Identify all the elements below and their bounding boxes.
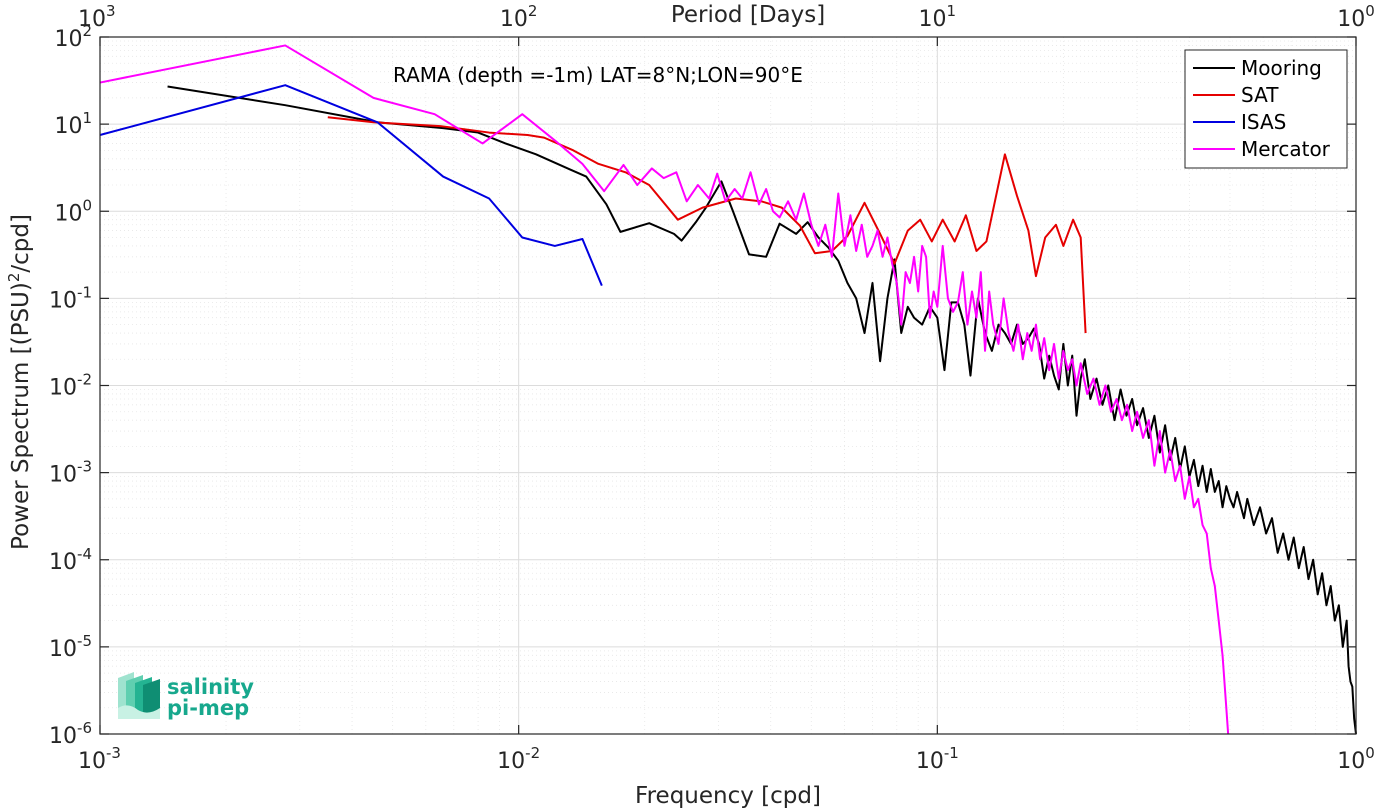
y-tick-label-exponent: -1 bbox=[77, 283, 92, 301]
y-tick-label-base: 10 bbox=[49, 637, 77, 662]
x-tick-label-exponent: 0 bbox=[1365, 744, 1375, 762]
series-layer bbox=[99, 44, 1357, 735]
series-line-mercator bbox=[99, 44, 1230, 735]
x-tick-label-exponent: -3 bbox=[106, 744, 121, 762]
x-tick-label-base: 10 bbox=[78, 749, 106, 774]
y-tick-label: 10-1 bbox=[49, 283, 92, 313]
annotation: RAMA (depth =-1m) LAT=8°N;LON=90°E bbox=[393, 63, 803, 87]
x-tick-label-exponent: -1 bbox=[944, 744, 959, 762]
y-tick-label-base: 10 bbox=[49, 376, 77, 401]
x-axis-title: Frequency [cpd] bbox=[635, 783, 821, 809]
top-x-axis-title: Period [Days] bbox=[671, 2, 825, 28]
top-x-tick-label-exponent: 1 bbox=[947, 2, 957, 20]
y-tick-label-base: 10 bbox=[49, 288, 77, 313]
logo-line-2: pi-mep bbox=[167, 696, 249, 720]
legend-label-isas: ISAS bbox=[1241, 110, 1286, 134]
logo-mark bbox=[118, 672, 160, 719]
x-tick-label: 10-3 bbox=[78, 744, 121, 774]
y-tick-label: 10-2 bbox=[49, 371, 92, 401]
x-tick-label: 10-2 bbox=[497, 744, 540, 774]
legend-label-mercator: Mercator bbox=[1241, 137, 1331, 161]
top-x-tick-label-base: 10 bbox=[1337, 7, 1365, 32]
top-x-tick-label: 100 bbox=[1337, 2, 1375, 32]
legend-label-sat: SAT bbox=[1241, 83, 1279, 107]
y-tick-label: 10-5 bbox=[49, 632, 92, 662]
y-tick-label-base: 10 bbox=[49, 724, 77, 749]
top-x-tick-label-exponent: 3 bbox=[106, 2, 116, 20]
y-tick-label-base: 10 bbox=[49, 550, 77, 575]
y-tick-label: 102 bbox=[54, 22, 92, 52]
y-tick-label-exponent: 0 bbox=[82, 196, 92, 214]
series-line-isas bbox=[99, 84, 603, 287]
series-line-sat bbox=[327, 116, 1087, 334]
top-x-tick-label-base: 10 bbox=[78, 7, 106, 32]
logo-line-1: salinity bbox=[167, 675, 254, 699]
x-tick-label: 100 bbox=[1337, 744, 1375, 774]
y-tick-label: 10-6 bbox=[49, 719, 92, 749]
y-axis-title-exponent: 2 bbox=[5, 273, 23, 283]
top-x-tick-label-base: 10 bbox=[500, 7, 528, 32]
top-x-tick-label: 103 bbox=[78, 2, 116, 32]
y-tick-label-exponent: -6 bbox=[77, 719, 92, 737]
y-tick-label: 100 bbox=[54, 196, 92, 226]
y-tick-label: 101 bbox=[54, 109, 92, 139]
y-tick-label: 10-4 bbox=[49, 545, 92, 575]
top-x-tick-label: 102 bbox=[500, 2, 538, 32]
y-axis-title-main: Power Spectrum [(PSU) bbox=[8, 282, 34, 550]
x-tick-label-exponent: -2 bbox=[525, 744, 540, 762]
x-tick-label-base: 10 bbox=[916, 749, 944, 774]
legend-label-mooring: Mooring bbox=[1241, 56, 1322, 80]
grid bbox=[99, 37, 1356, 735]
series-line-mooring bbox=[167, 85, 1357, 735]
y-tick-label-base: 10 bbox=[54, 201, 82, 226]
x-tick-label: 10-1 bbox=[916, 744, 959, 774]
y-tick-label-base: 10 bbox=[54, 27, 82, 52]
x-tick-label-base: 10 bbox=[497, 749, 525, 774]
y-tick-label-exponent: -4 bbox=[77, 545, 92, 563]
top-x-tick-label-base: 10 bbox=[919, 7, 947, 32]
y-tick-label-exponent: -5 bbox=[77, 632, 92, 650]
y-tick-label: 10-3 bbox=[49, 458, 92, 488]
x-tick-label-base: 10 bbox=[1337, 749, 1365, 774]
top-x-tick-label-exponent: 0 bbox=[1365, 2, 1375, 20]
y-tick-label-exponent: 1 bbox=[82, 109, 92, 127]
top-x-tick-label-exponent: 2 bbox=[528, 2, 538, 20]
ticks bbox=[99, 36, 1357, 735]
y-tick-label-exponent: -2 bbox=[77, 371, 92, 389]
top-x-tick-label: 101 bbox=[919, 2, 957, 32]
y-tick-label-exponent: 2 bbox=[82, 22, 92, 40]
salinity-pi-mep-logo: salinity pi-mep bbox=[118, 672, 254, 720]
legend: Mooring SAT ISAS Mercator bbox=[1184, 49, 1348, 169]
y-tick-label-exponent: -3 bbox=[77, 458, 92, 476]
y-tick-label-base: 10 bbox=[49, 463, 77, 488]
y-axis-title-suffix: /cpd] bbox=[8, 214, 34, 273]
y-tick-label-base: 10 bbox=[54, 114, 82, 139]
y-axis-title: Power Spectrum [(PSU)2/cpd] bbox=[5, 214, 34, 550]
